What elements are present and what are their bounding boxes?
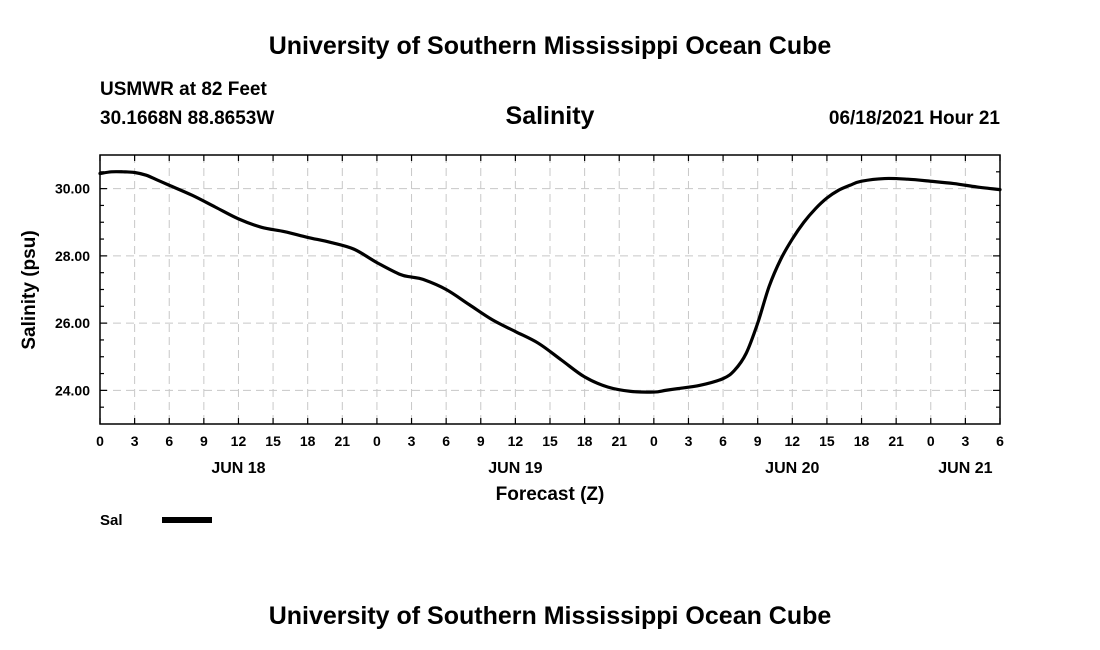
x-tick-label: 15 bbox=[265, 433, 281, 449]
x-tick-label: 21 bbox=[335, 433, 351, 449]
series-line-sal bbox=[98, 170, 1002, 394]
axes: 0 3 6 9 12 15 18 21 0 3 6 9 12 15 18 21 0 3 6 9 12 15 18 21 0 3 6 2… bbox=[55, 155, 1004, 477]
legend-label: Sal bbox=[100, 512, 123, 529]
forecast-timestamp: 06/18/2021 Hour 21 bbox=[829, 108, 1001, 129]
day-label: JUN 19 bbox=[488, 460, 542, 477]
y-tick-label: 30.00 bbox=[55, 181, 90, 197]
x-tick-label: 3 bbox=[408, 433, 416, 449]
x-tick-label: 3 bbox=[131, 433, 139, 449]
chart-title: Salinity bbox=[506, 102, 595, 130]
legend: Sal bbox=[100, 512, 212, 529]
day-label: JUN 18 bbox=[211, 460, 265, 477]
page-title: University of Southern Mississippi Ocean… bbox=[269, 32, 832, 60]
x-tick-label: 15 bbox=[819, 433, 835, 449]
station-label: USMWR at 82 Feet bbox=[100, 79, 267, 100]
x-tick-label: 9 bbox=[477, 433, 485, 449]
x-tick-label: 12 bbox=[231, 433, 247, 449]
x-tick-label: 9 bbox=[200, 433, 208, 449]
day-label: JUN 21 bbox=[938, 460, 992, 477]
y-tick-label: 24.00 bbox=[55, 382, 90, 398]
x-tick-label: 12 bbox=[508, 433, 524, 449]
plot-frame bbox=[99, 154, 1001, 425]
x-axis-label: Forecast (Z) bbox=[496, 484, 605, 505]
y-tick-label: 26.00 bbox=[55, 315, 90, 331]
x-tick-label: 0 bbox=[650, 433, 658, 449]
station-coords: 30.1668N 88.8653W bbox=[100, 108, 274, 129]
x-tick-label: 3 bbox=[685, 433, 693, 449]
x-tick-label: 18 bbox=[300, 433, 316, 449]
x-tick-label: 0 bbox=[96, 433, 104, 449]
x-tick-label: 12 bbox=[785, 433, 801, 449]
x-tick-label: 0 bbox=[373, 433, 381, 449]
day-label: JUN 20 bbox=[765, 460, 819, 477]
x-tick-label: 15 bbox=[542, 433, 558, 449]
y-tick-label: 28.00 bbox=[55, 248, 90, 264]
footer-title: University of Southern Mississippi Ocean… bbox=[269, 602, 832, 630]
x-tick-label: 18 bbox=[577, 433, 593, 449]
x-tick-label: 21 bbox=[888, 433, 904, 449]
x-tick-label: 6 bbox=[442, 433, 450, 449]
x-tick-label: 6 bbox=[996, 433, 1004, 449]
series-layer bbox=[98, 170, 1002, 394]
gridlines bbox=[100, 155, 1000, 424]
x-tick-label: 9 bbox=[754, 433, 762, 449]
x-tick-label: 18 bbox=[854, 433, 870, 449]
x-tick-label: 6 bbox=[165, 433, 173, 449]
x-tick-label: 3 bbox=[961, 433, 969, 449]
x-tick-label: 0 bbox=[927, 433, 935, 449]
x-tick-label: 6 bbox=[719, 433, 727, 449]
x-tick-label: 21 bbox=[611, 433, 627, 449]
y-axis-label: Salinity (psu) bbox=[19, 230, 40, 349]
